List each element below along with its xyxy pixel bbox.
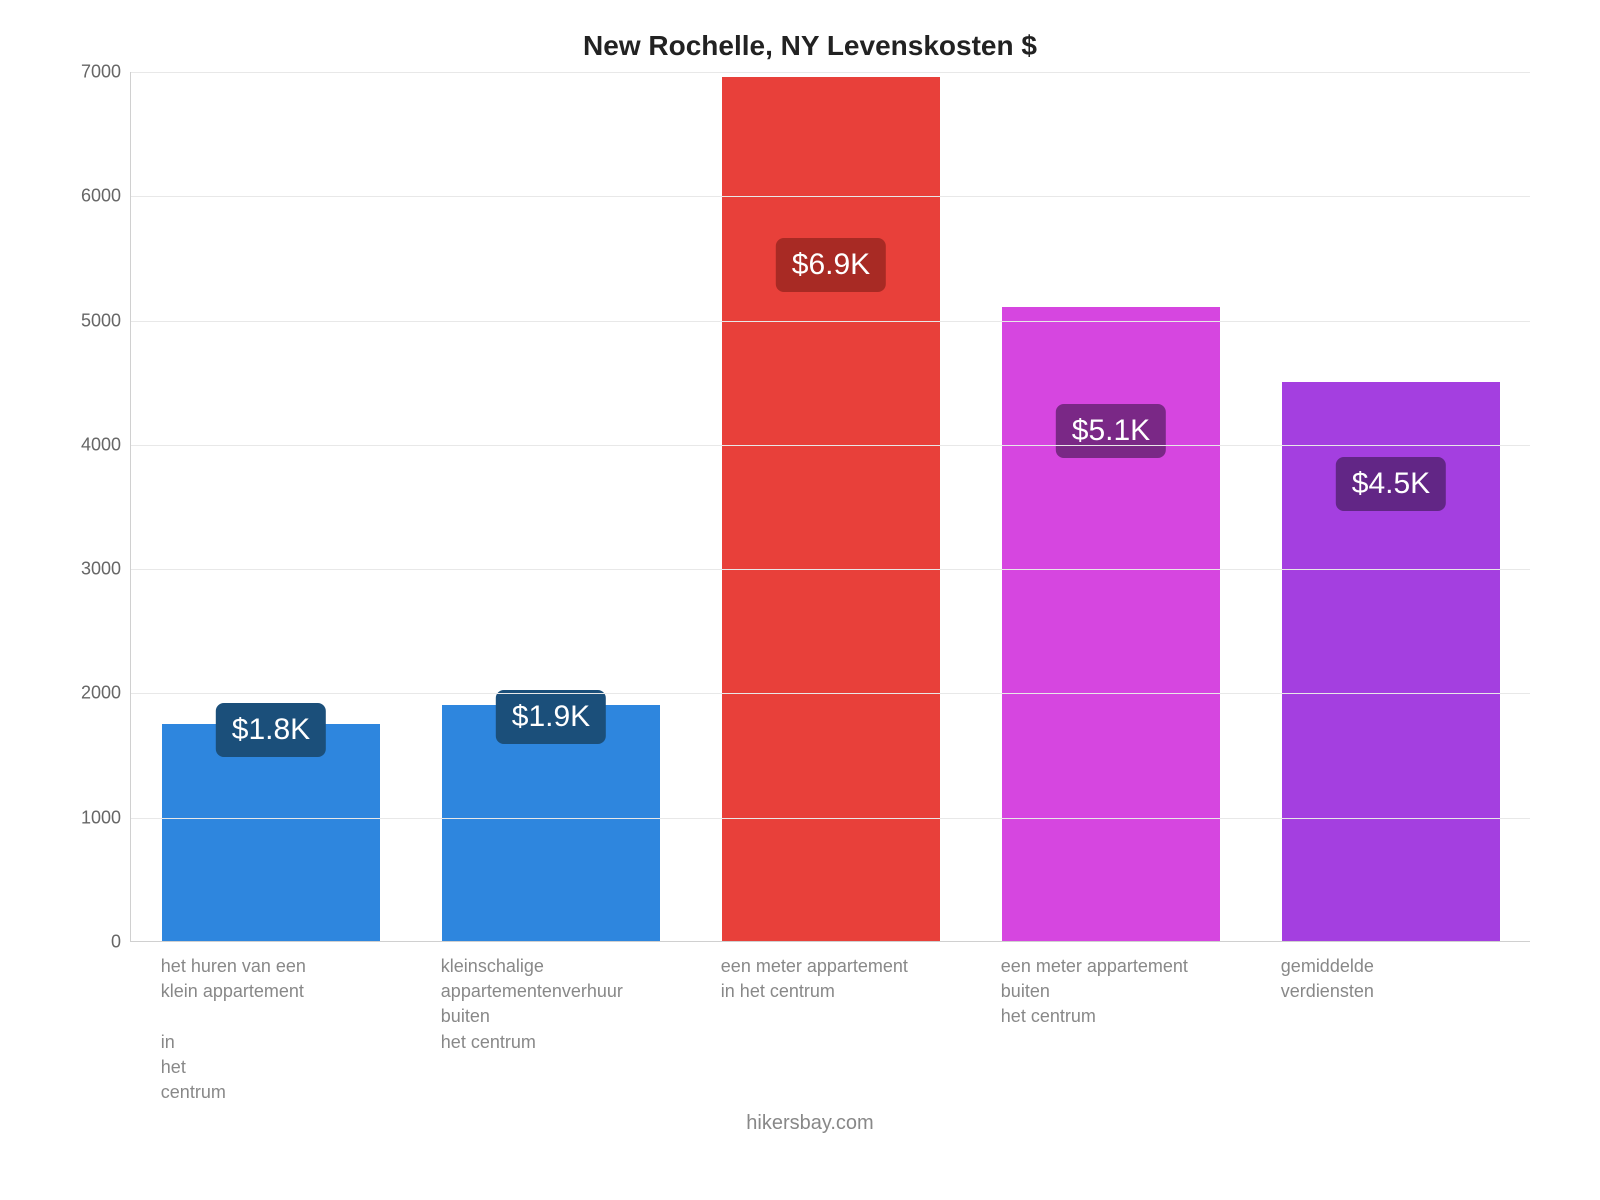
grid-line [131,569,1530,570]
y-tick-label: 1000 [81,807,131,828]
bar: $6.9K [722,77,940,941]
chart-title: New Rochelle, NY Levenskosten $ [60,30,1560,62]
y-tick-label: 4000 [81,434,131,455]
y-tick-label: 5000 [81,310,131,331]
bar-value-badge: $4.5K [1336,457,1446,511]
x-tick-label: een meter appartement buiten het centrum [1001,954,1239,1030]
bar: $1.9K [442,705,660,941]
grid-line [131,72,1530,73]
y-tick-label: 0 [111,932,131,953]
bar: $4.5K [1282,382,1500,941]
chart-container: New Rochelle, NY Levenskosten $ $1.8K$1.… [60,30,1560,1150]
bar-value-badge: $6.9K [776,238,886,292]
y-tick-label: 2000 [81,683,131,704]
x-tick-label: het huren van een klein appartement in h… [161,954,399,1105]
grid-line [131,321,1530,322]
grid-line [131,196,1530,197]
x-tick-label: gemiddelde verdiensten [1281,954,1519,1004]
bars-layer: $1.8K $1.9K $6.9K $5.1K $4.5K [131,72,1530,941]
grid-line [131,693,1530,694]
y-tick-label: 3000 [81,559,131,580]
bar-value-badge: $1.9K [496,690,606,744]
y-tick-label: 6000 [81,186,131,207]
bar: $1.8K [162,724,380,942]
grid-line [131,818,1530,819]
source-attribution: hikersbay.com [60,1112,1560,1135]
bar-value-badge: $5.1K [1056,404,1166,458]
x-tick-label: een meter appartement in het centrum [721,954,959,1004]
plot-area: $1.8K$1.9K$6.9K$5.1K$4.5K 01000200030004… [130,72,1530,942]
bar: $5.1K [1002,307,1220,941]
grid-line [131,445,1530,446]
x-axis-labels: het huren van een klein appartement in h… [130,942,1530,1112]
bar-value-badge: $1.8K [216,703,326,757]
y-tick-label: 7000 [81,62,131,83]
x-tick-label: kleinschalige appartementenverhuur buite… [441,954,679,1055]
